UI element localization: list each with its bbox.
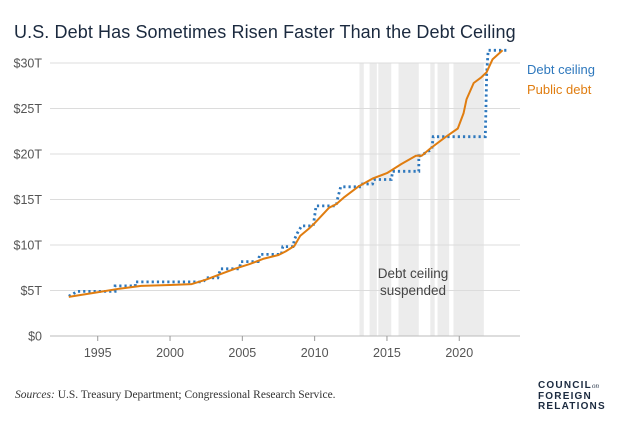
x-tick-label-2005: 2005 xyxy=(228,346,256,360)
gridlines xyxy=(50,62,520,337)
y-tick-label-20: $20T xyxy=(14,148,43,162)
logo-council: COUNCIL xyxy=(538,380,592,391)
legend-debt-ceiling: Debt ceiling xyxy=(527,62,595,77)
x-tick-label-1995: 1995 xyxy=(84,346,112,360)
y-tick-label-15: $15T xyxy=(14,193,43,207)
logo-line-2: FOREIGN xyxy=(538,390,592,402)
y-tick-label-25: $25T xyxy=(14,102,43,116)
sources-note: Sources: U.S. Treasury Department; Congr… xyxy=(15,389,336,401)
x-axis-ticks: 1995 2000 2005 2010 2015 2020 xyxy=(84,336,473,360)
chart-title: U.S. Debt Has Sometimes Risen Faster Tha… xyxy=(14,22,516,42)
annotation-line-2: suspended xyxy=(380,283,446,298)
sources-label: Sources: xyxy=(15,389,55,401)
x-tick-label-2000: 2000 xyxy=(156,346,184,360)
y-tick-label-10: $10T xyxy=(14,239,43,253)
series-public-debt-line xyxy=(68,49,504,298)
y-tick-label-30: $30T xyxy=(14,57,43,71)
logo-line-1: COUNCILon xyxy=(538,380,606,392)
sources-text: U.S. Treasury Department; Congressional … xyxy=(57,389,336,401)
y-axis-ticks: $0 $5T $10T $15T $20T $25T $30T xyxy=(14,57,43,344)
logo-line-3: RELATIONS xyxy=(538,401,606,412)
x-tick-label-2020: 2020 xyxy=(445,346,473,360)
x-tick-label-2010: 2010 xyxy=(301,346,329,360)
legend-public-debt: Public debt xyxy=(527,82,592,97)
logo-on: on xyxy=(591,382,599,390)
cfr-logo: COUNCILon FOREIGN RELATIONS xyxy=(538,380,606,413)
annotation-line-1: Debt ceiling xyxy=(378,266,449,281)
x-tick-label-2015: 2015 xyxy=(373,346,401,360)
y-tick-label-0: $0 xyxy=(28,330,42,344)
y-tick-label-5: $5T xyxy=(20,284,42,298)
